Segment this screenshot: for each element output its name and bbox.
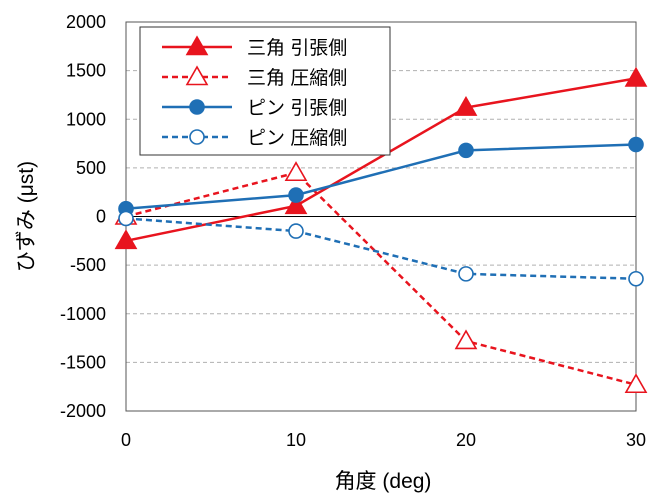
legend-entry-2: 三角 圧縮側 — [162, 65, 347, 89]
x-tick-label: 20 — [456, 430, 476, 450]
x-tick-labels: 0 10 20 30 — [121, 430, 646, 450]
series-2 — [114, 161, 648, 394]
legend-swatch-marker — [185, 35, 209, 56]
series-line — [125, 171, 637, 386]
x-tick-label: 10 — [286, 430, 306, 450]
series-line — [125, 143, 637, 210]
y-tick-labels: 2000 1500 1000 500 0 -500 -1000 -1500 -2000 — [60, 12, 106, 421]
data-point — [628, 136, 644, 153]
legend-box — [139, 26, 391, 156]
y-tick-label: -1000 — [60, 304, 106, 324]
series-line — [125, 77, 637, 243]
y-tick-label: -500 — [70, 255, 106, 275]
legend-swatch-marker — [189, 129, 205, 145]
y-tick-label: -1500 — [60, 352, 106, 372]
y-tick-label: 0 — [96, 207, 106, 227]
legend-entry-3: ピン 引張側 — [162, 97, 347, 119]
data-point — [288, 223, 304, 239]
series-layer — [114, 66, 648, 394]
data-point — [458, 142, 474, 159]
data-point — [114, 229, 138, 250]
legend-label: ピン 圧縮側 — [247, 127, 347, 149]
legend-label: 三角 引張側 — [247, 37, 347, 59]
y-tick-label: 1500 — [66, 61, 106, 81]
y-tick-label: 2000 — [66, 12, 106, 32]
legend-label: ピン 引張側 — [247, 97, 347, 119]
y-tick-label: 500 — [76, 158, 106, 178]
data-point — [624, 373, 648, 394]
legend-swatch-marker — [189, 99, 205, 115]
series-line — [125, 217, 637, 280]
data-point — [624, 66, 648, 87]
x-tick-label: 0 — [121, 430, 131, 450]
data-point — [118, 210, 134, 227]
data-point — [458, 266, 474, 282]
series-1 — [114, 66, 648, 250]
series-4 — [118, 210, 644, 287]
data-point — [284, 161, 308, 182]
legend-swatch-marker — [185, 65, 209, 86]
y-tick-label: -2000 — [60, 401, 106, 421]
data-point — [288, 187, 304, 203]
data-point — [284, 194, 308, 215]
legend-entry-1: 三角 引張側 — [162, 35, 347, 59]
data-point — [454, 329, 478, 350]
data-point — [454, 95, 478, 116]
legend-entry-4: ピン 圧縮側 — [162, 127, 347, 149]
data-point — [628, 270, 644, 287]
x-tick-label: 30 — [626, 430, 646, 450]
legend-label: 三角 圧縮側 — [247, 67, 347, 89]
y-axis-title: ひずみ (μst) — [15, 161, 38, 272]
x-axis-title: 角度 (deg) — [335, 470, 432, 493]
y-tick-label: 1000 — [66, 109, 106, 129]
